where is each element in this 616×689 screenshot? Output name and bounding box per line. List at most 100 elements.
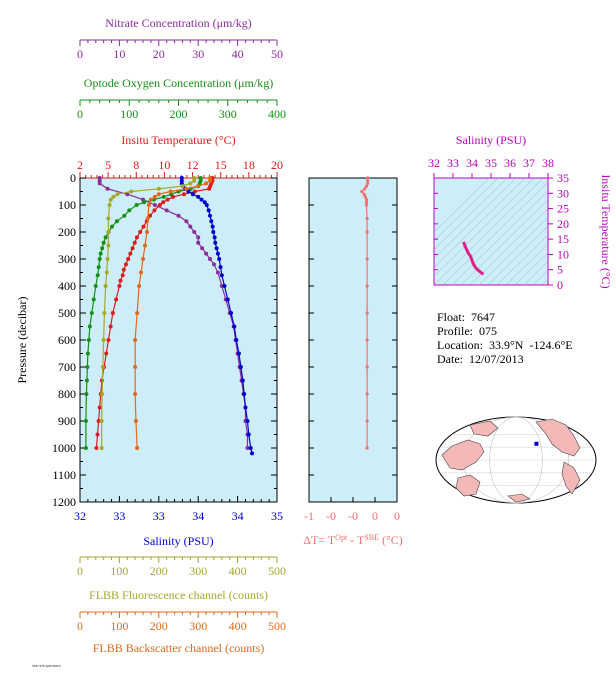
temperature-data-point [132, 240, 137, 245]
oxygen-data-point [84, 392, 89, 396]
ts-y-axis-title: Insitu Temperature (°C) [599, 174, 613, 288]
salinity-data-point [209, 219, 214, 224]
salinity-data-point [196, 194, 201, 199]
salinity-data-point [208, 213, 213, 218]
backscatter-data-point [143, 243, 148, 248]
ts-y-tick-label: 35 [557, 171, 569, 185]
salinity-axis-tick-label: 35 [271, 509, 283, 523]
pressure-axis-tick-label: 800 [58, 387, 76, 401]
float-info: Float: 7647 Profile: 075 Location: 33.9°… [437, 310, 573, 366]
temperature-data-point [128, 251, 133, 256]
temperature-data-point [207, 186, 212, 191]
oxygen-data-point [122, 213, 127, 218]
ts-density-contour [434, 178, 517, 259]
oxygen-data-point [134, 203, 139, 207]
oxygen-data-point [142, 200, 147, 205]
oxygen-data-point [95, 273, 100, 278]
ts-x-tick-label: 35 [485, 156, 497, 170]
fluorescence-data-point [99, 419, 104, 423]
nitrate-data-point [152, 203, 157, 207]
fluorescence-data-point [104, 270, 109, 275]
ts-density-contour [434, 178, 499, 242]
oxygen-axis-title: Optode Oxygen Concentration (μm/kg) [84, 76, 273, 90]
temperature-axis-tick-label: 10 [158, 158, 170, 172]
fluorescence-data-point [115, 192, 120, 197]
ts-density-contour [469, 208, 548, 285]
fluorescence-axis-tick-label: 100 [110, 564, 128, 578]
nitrate-data-point [125, 192, 130, 197]
ts-density-contour [442, 181, 548, 285]
pressure-axis-tick-label: 1100 [52, 468, 76, 482]
pressure-axis-tick-label: 400 [58, 279, 76, 293]
salinity-data-point [215, 251, 220, 256]
ts-y-tick-label: 25 [557, 202, 569, 216]
oxygen-data-point [89, 311, 94, 315]
salinity-axis-tick-label: 33 [153, 509, 165, 523]
backscatter-data-point [204, 181, 209, 186]
backscatter-data-point [137, 284, 142, 288]
delta-t-data-point [360, 189, 364, 194]
oxygen-data-point [96, 265, 101, 270]
nitrate-data-point [184, 219, 189, 224]
ts-density-contour [478, 217, 548, 285]
float-location-marker [534, 441, 539, 446]
salinity-data-point [243, 405, 248, 410]
nitrate-data-point [105, 186, 110, 191]
ts-density-contour [434, 178, 544, 285]
fluorescence-data-point [180, 184, 185, 189]
backscatter-data-point [144, 230, 149, 234]
ts-x-tick-label: 36 [504, 156, 516, 170]
pressure-axis-tick-label: 300 [58, 252, 76, 266]
fluorescence-axis-tick-label: 300 [189, 564, 207, 578]
pressure-axis-tick-label: 0 [70, 171, 76, 185]
salinity-data-point [246, 432, 251, 437]
profile-number: Profile: 075 [437, 324, 497, 338]
backscatter-data-point [135, 446, 140, 450]
pressure-axis-tick-label: 900 [58, 414, 76, 428]
ts-density-contours [434, 178, 548, 285]
temperature-data-point [157, 203, 162, 207]
temperature-data-point [138, 230, 143, 234]
pressure-axis-tick-label: 500 [58, 306, 76, 320]
delta-t-data-point [365, 311, 369, 315]
oxygen-data-point [100, 246, 105, 251]
delta-t-axis-title-part: Opt [335, 533, 348, 542]
salinity-axis-title: Salinity (PSU) [143, 534, 213, 548]
temperature-axis-tick-label: 18 [243, 158, 255, 172]
delta-t-data-point [364, 198, 369, 202]
main-panel-background [79, 177, 278, 503]
delta-t-data-point [366, 176, 370, 180]
temperature-data-point [97, 405, 102, 410]
pressure-axis-tick-label: 700 [58, 360, 76, 374]
temperature-data-point [95, 432, 100, 437]
salinity-data-point [232, 324, 237, 329]
salinity-axis-tick-label: 34 [232, 509, 244, 523]
temperature-axis-tick-label: 2 [77, 158, 83, 172]
ts-density-contour [487, 225, 548, 285]
temperature-data-point [126, 257, 131, 261]
fluorescence-data-point [105, 257, 110, 261]
temperature-data-point [106, 338, 111, 342]
salinity-data-point [242, 392, 247, 396]
delta-t-panel-background [308, 177, 398, 503]
salinity-data-point [199, 197, 204, 202]
salinity-data-point [229, 311, 234, 315]
delta-t-data-point [365, 446, 369, 450]
oxygen-data-point [83, 419, 88, 423]
oxygen-profile-line [85, 178, 202, 448]
fluorescence-data-point [106, 230, 111, 234]
oxygen-data-point [93, 284, 98, 288]
temperature-data-point [134, 235, 139, 240]
ts-density-contour [434, 178, 535, 277]
map-landmass [469, 420, 499, 437]
nitrate-data-point [204, 251, 209, 256]
salinity-data-point [236, 351, 241, 356]
backscatter-data-point [146, 203, 151, 207]
oxygen-axis-tick-label: 0 [77, 107, 83, 121]
fluorescence-data-point [101, 338, 106, 342]
salinity-data-point [211, 230, 216, 234]
fluorescence-axis-tick-label: 200 [150, 564, 168, 578]
temperature-data-point [110, 311, 115, 315]
backscatter-data-point [156, 192, 161, 197]
